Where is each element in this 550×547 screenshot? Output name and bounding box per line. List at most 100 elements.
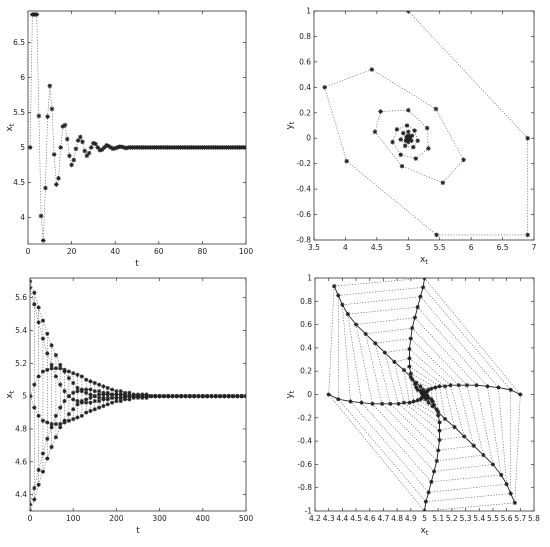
data-point	[525, 232, 531, 238]
plot-frame	[27, 10, 247, 245]
data-point	[442, 416, 448, 422]
data-point	[110, 146, 116, 152]
data-point	[79, 374, 84, 379]
data-point	[148, 394, 154, 399]
data-point	[436, 413, 441, 418]
data-point	[433, 385, 438, 390]
data-point	[405, 135, 411, 141]
data-point	[45, 420, 50, 425]
data-point	[423, 397, 428, 402]
data-point	[105, 402, 110, 407]
data-point	[123, 145, 129, 151]
data-point	[373, 341, 378, 346]
data-point	[66, 394, 71, 399]
y-tick-label: 1	[306, 7, 311, 16]
y-tick-label: -1	[305, 507, 313, 516]
x-tick-label: 5.1	[432, 514, 444, 523]
data-point	[499, 472, 504, 477]
data-point	[28, 145, 33, 150]
data-point	[127, 397, 132, 402]
x-tick-label: 60	[154, 247, 164, 256]
data-point	[353, 322, 359, 327]
data-point	[407, 356, 412, 361]
data-point	[105, 392, 110, 397]
data-layer	[326, 278, 523, 511]
x-tick-label: 100	[239, 247, 254, 256]
x-tick-label: 100	[66, 514, 81, 523]
data-point	[401, 400, 407, 405]
x-tick-label: 300	[152, 514, 167, 523]
data-point	[508, 491, 513, 496]
y-tick-label: 0.6	[300, 320, 312, 329]
data-point	[71, 407, 76, 412]
data-point	[58, 405, 63, 410]
data-point	[66, 375, 71, 381]
data-point	[53, 374, 59, 379]
data-point	[187, 394, 192, 399]
data-point	[398, 152, 404, 158]
x-tick-label: 4	[343, 243, 348, 252]
data-point	[118, 395, 123, 400]
x-tick-label: 20	[67, 247, 77, 256]
data-point	[174, 394, 179, 399]
data-point	[471, 443, 476, 448]
data-point	[45, 331, 50, 336]
data-point	[434, 232, 439, 238]
data-layer	[322, 11, 531, 238]
data-point	[114, 398, 119, 404]
data-point	[436, 409, 441, 415]
data-point	[32, 497, 37, 502]
data-point	[430, 399, 435, 404]
data-point	[426, 490, 431, 495]
data-point	[102, 145, 107, 150]
data-point	[140, 394, 145, 399]
y-tick-label: 4.6	[15, 457, 27, 466]
data-point	[414, 380, 419, 385]
data-point	[49, 421, 54, 427]
y-axis-label-base: y	[285, 393, 295, 399]
x-tick-label: 4.4	[336, 514, 348, 523]
data-point	[36, 305, 41, 310]
data-point	[144, 394, 149, 399]
data-point	[474, 383, 479, 388]
data-point	[92, 407, 97, 412]
data-point	[86, 150, 92, 156]
y-tick-label: 6.5	[13, 38, 25, 47]
x-tick-label: 3.5	[308, 243, 320, 252]
data-point	[58, 425, 63, 430]
data-point	[414, 385, 419, 390]
data-point	[415, 138, 421, 144]
x-tick-label: 5.8	[528, 514, 540, 523]
x-axis-label: t	[135, 259, 139, 269]
y-tick-label: -0.2	[297, 413, 312, 422]
data-point	[235, 394, 240, 399]
data-point	[230, 394, 236, 399]
y-tick-label: 5.6	[15, 293, 27, 302]
data-point	[437, 420, 442, 425]
data-point	[75, 415, 80, 420]
data-point	[423, 499, 428, 504]
data-point	[53, 413, 59, 418]
data-point	[88, 145, 94, 150]
data-point	[36, 320, 41, 325]
y-axis-label: xt	[5, 123, 16, 131]
y-tick-label: -0.4	[296, 185, 311, 194]
data-point	[436, 448, 441, 453]
data-point	[97, 395, 102, 400]
data-point	[30, 285, 33, 290]
data-point	[118, 392, 123, 397]
data-point	[88, 392, 93, 397]
y-tick-label: 4.5	[13, 178, 25, 187]
data-point	[99, 147, 105, 152]
data-point	[45, 456, 50, 461]
data-point	[518, 392, 523, 397]
y-tick-label: 0.2	[299, 108, 311, 117]
data-point	[390, 139, 395, 145]
data-point	[71, 380, 76, 386]
data-point	[49, 425, 54, 430]
x-tick-label: 0	[26, 247, 31, 256]
data-point	[170, 394, 175, 399]
x-tick-label: 6	[469, 243, 474, 252]
data-point	[183, 394, 188, 399]
x-tick-label: 4.6	[364, 514, 376, 523]
